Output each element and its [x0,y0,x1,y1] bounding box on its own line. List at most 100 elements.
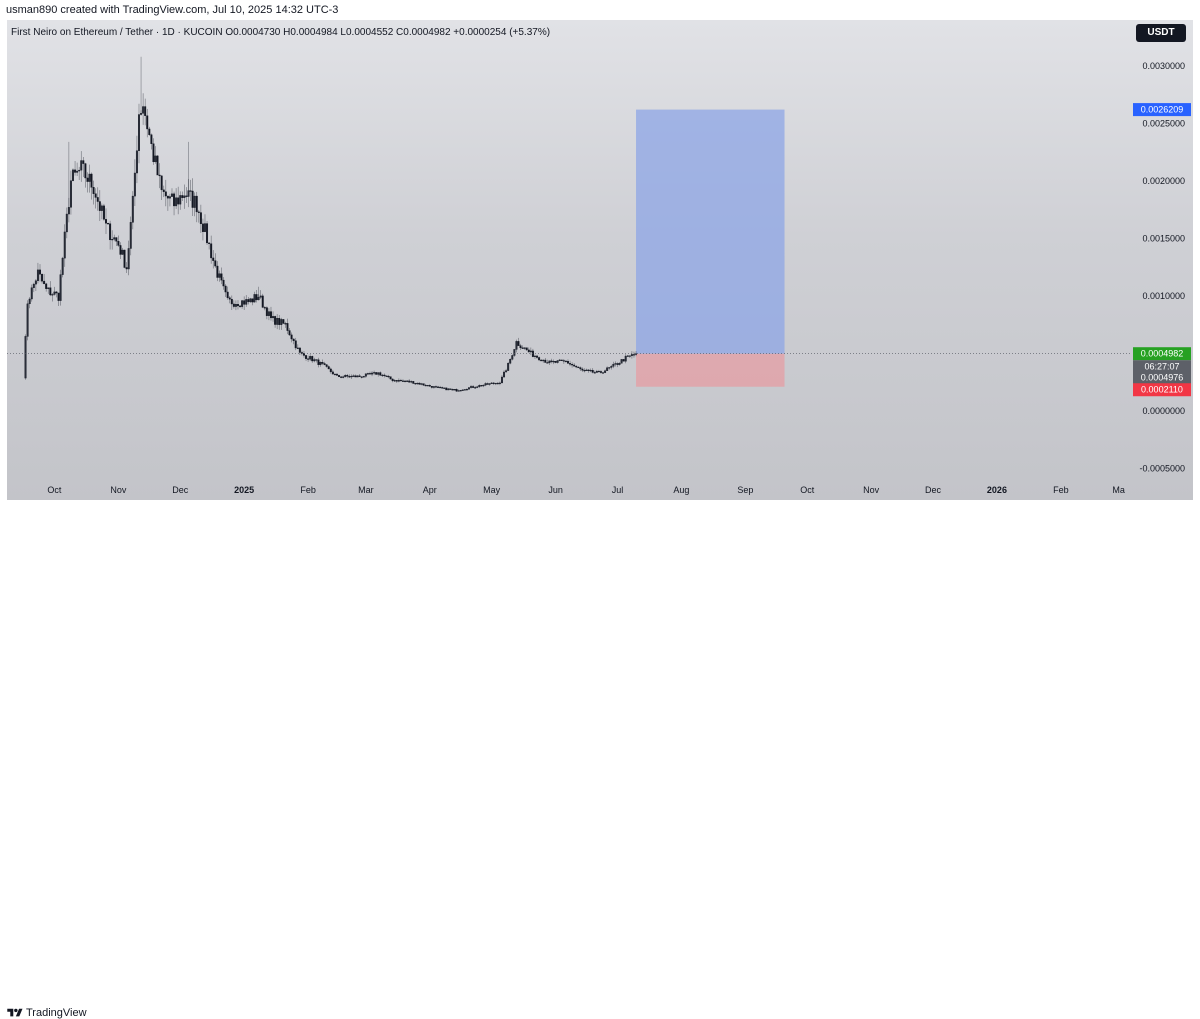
candle [41,274,44,282]
stop-price-label-bg [1133,383,1191,397]
candle [164,191,167,197]
candle [222,279,225,287]
candle [496,382,499,385]
chart-area[interactable]: 0.0030000 0.0025000 0.0020000 0.0015000 0.00… [7,20,1193,500]
candle [115,237,118,242]
candle [463,389,466,391]
candle [282,319,285,324]
candle [208,242,211,244]
x-axis[interactable]: Oct Nov Dec 2025 Feb Mar Apr May Jun Jul Aug Sep Oct… [47,485,1124,495]
candle [135,150,138,174]
x-tick-label: Dec [172,485,189,495]
candle [395,380,398,382]
candle [350,375,353,378]
candle [133,172,136,197]
candle [505,370,508,373]
candle [558,359,561,361]
candle [65,213,68,233]
candle [377,372,380,375]
y-axis[interactable]: 0.0030000 0.0025000 0.0020000 0.0015000 0.00… [1139,61,1185,474]
candle [408,380,411,383]
candle [602,372,605,374]
currency-badge[interactable]: USDT [1136,24,1186,42]
x-tick-label: Feb [300,485,316,495]
candle [439,386,442,389]
candle [78,169,81,172]
candle [43,280,46,285]
candle [125,267,128,270]
candle [402,380,404,382]
candle [579,367,582,370]
countdown-bg [1133,360,1191,385]
candle [381,374,384,377]
candle [51,294,54,296]
candle [232,303,235,307]
candle [280,319,283,325]
candle [267,311,270,316]
candle [560,359,563,361]
candle [98,201,101,211]
price-chart[interactable]: 0.0030000 0.0025000 0.0020000 0.0015000 0.00… [7,20,1193,500]
candle [105,219,107,224]
candle [199,212,202,225]
candle [630,354,633,356]
candle [274,316,277,325]
candle [358,375,361,377]
candle [468,387,470,390]
candle [226,291,229,298]
candle [228,297,231,300]
candle [459,390,462,392]
candle [32,283,35,288]
candle [529,350,532,353]
candle [443,387,446,389]
candle [562,360,565,362]
candle [519,345,522,348]
candle [338,375,341,378]
candle [327,366,330,370]
candle [480,385,483,387]
candle [162,189,165,192]
candle [144,106,147,116]
candle [160,175,163,191]
candle [307,358,310,360]
candle [424,384,427,387]
candle [179,195,182,205]
candle [325,364,328,367]
candle [461,389,464,391]
candle [129,222,132,249]
candle [259,295,262,298]
candle [566,361,569,364]
candle [311,356,314,362]
candle [445,387,448,391]
candle [333,373,336,376]
candle [284,323,287,325]
candle [538,357,541,361]
candle [608,367,611,369]
candle [352,375,355,377]
position-zones[interactable] [636,109,785,387]
candle [119,245,122,255]
candle [55,291,58,294]
candle [393,380,396,382]
candle [224,285,227,293]
candle [59,274,62,301]
candle [294,340,297,349]
candle [61,257,64,275]
candle [319,362,322,365]
candle [53,291,56,295]
candle [249,298,252,303]
candle [488,383,491,385]
candle [616,363,619,365]
last-price-label-bg [1133,347,1191,361]
candle [344,375,347,377]
y-tick-label: 0.0025000 [1142,119,1185,129]
candle [418,382,421,385]
candle [253,294,256,303]
candle [383,374,386,377]
candle [84,163,87,179]
candle [391,378,394,382]
candle [412,381,415,384]
candle [354,375,357,378]
candle [583,370,586,372]
candle [315,359,318,361]
